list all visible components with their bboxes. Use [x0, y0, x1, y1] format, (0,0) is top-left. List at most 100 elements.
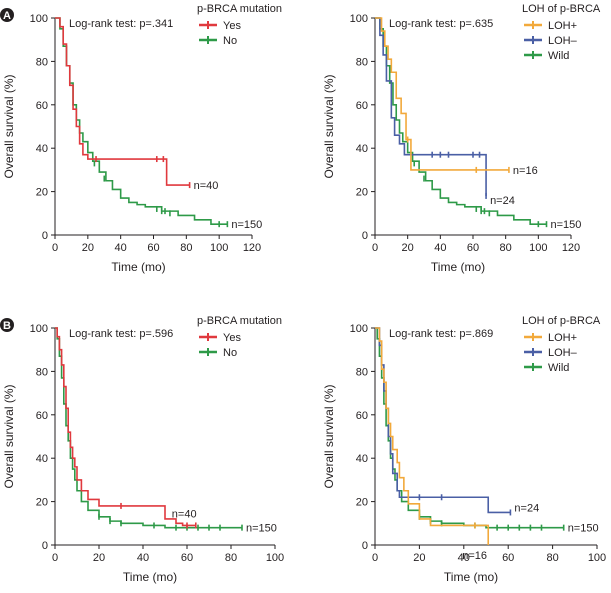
n-label: n=40 — [194, 180, 219, 192]
x-tick-label: 0 — [52, 552, 58, 564]
y-tick-label: 60 — [36, 100, 48, 112]
x-tick-label: 80 — [225, 552, 237, 564]
y-tick-label: 100 — [350, 323, 368, 335]
y-tick-label: 20 — [356, 187, 368, 199]
x-tick-label: 60 — [181, 552, 193, 564]
y-tick-label: 20 — [36, 497, 48, 509]
y-axis-label: Overall survival (%) — [322, 74, 336, 178]
legend-title: LOH of p-BRCA — [522, 315, 601, 327]
n-label: n=40 — [172, 508, 197, 520]
legend-label: No — [223, 347, 237, 359]
legend-label: Wild — [548, 50, 569, 62]
x-tick-label: 60 — [147, 242, 159, 254]
y-tick-label: 80 — [356, 366, 368, 378]
y-tick-label: 40 — [356, 453, 368, 465]
km-curve-green — [55, 17, 228, 225]
y-axis-label: Overall survival (%) — [2, 74, 16, 178]
x-tick-label: 40 — [434, 242, 446, 254]
y-tick-label: 80 — [36, 56, 48, 68]
y-tick-label: 40 — [36, 143, 48, 155]
x-tick-label: 80 — [500, 242, 512, 254]
km-curve-red — [55, 327, 196, 527]
log-rank-annotation: Log-rank test: p=.869 — [389, 328, 493, 340]
legend-label: LOH– — [548, 347, 578, 359]
n-label: n=150 — [246, 523, 277, 535]
y-tick-label: 60 — [356, 410, 368, 422]
y-tick-label: 0 — [42, 540, 48, 552]
y-tick-label: 40 — [356, 143, 368, 155]
legend-label: Yes — [223, 332, 241, 344]
legend-title: p-BRCA mutation — [197, 3, 282, 15]
y-axis-label: Overall survival (%) — [2, 384, 16, 488]
x-tick-label: 0 — [52, 242, 58, 254]
log-rank-annotation: Log-rank test: p=.596 — [69, 328, 173, 340]
x-tick-label: 100 — [529, 242, 547, 254]
x-tick-label: 20 — [402, 242, 414, 254]
x-tick-label: 40 — [137, 552, 149, 564]
x-tick-label: 0 — [372, 242, 378, 254]
y-tick-label: 0 — [42, 230, 48, 242]
legend-label: LOH+ — [548, 20, 577, 32]
x-tick-label: 20 — [93, 552, 105, 564]
y-tick-label: 80 — [356, 56, 368, 68]
log-rank-annotation: Log-rank test: p=.635 — [389, 18, 493, 30]
n-label: n=24 — [490, 195, 515, 207]
n-label: n=16 — [513, 165, 538, 177]
y-axis-label: Overall survival (%) — [322, 384, 336, 488]
x-tick-label: 20 — [82, 242, 94, 254]
x-tick-label: 120 — [562, 242, 580, 254]
n-label: n=150 — [231, 219, 262, 231]
log-rank-annotation: Log-rank test: p=.341 — [69, 18, 173, 30]
legend-title: LOH of p-BRCA — [522, 3, 601, 15]
y-tick-label: 20 — [36, 187, 48, 199]
legend-label: No — [223, 35, 237, 47]
km-panel-a-loh: 0 20 40 60 80 100 120 0 20 40 60 80 100 Time (mo) Over… — [322, 3, 601, 274]
km-curve-green — [375, 17, 547, 225]
x-tick-label: 20 — [413, 552, 425, 564]
x-tick-label: 40 — [458, 552, 470, 564]
row-badge-b-circle — [0, 318, 14, 332]
x-tick-label: 40 — [115, 242, 127, 254]
n-label: n=150 — [568, 523, 599, 535]
legend-title: p-BRCA mutation — [197, 315, 282, 327]
row-badge-a: A — [0, 8, 14, 22]
y-tick-label: 0 — [362, 230, 368, 242]
x-axis-label: Time (mo) — [111, 260, 165, 274]
x-axis-label: Time (mo) — [123, 570, 177, 584]
km-panel-b-mutation: 0 20 40 60 80 100 0 20 40 60 80 100 Time (mo) Overall… — [2, 315, 284, 584]
legend-label: LOH– — [548, 35, 578, 47]
row-badge-a-label: A — [3, 10, 11, 22]
km-panel-b-loh: 0 20 40 60 80 100 0 20 40 60 80 100 Time (mo) Overall… — [322, 315, 606, 584]
x-tick-label: 120 — [243, 242, 261, 254]
y-tick-label: 60 — [36, 410, 48, 422]
legend-label: Yes — [223, 20, 241, 32]
legend-label: LOH+ — [548, 332, 577, 344]
x-tick-label: 100 — [588, 552, 606, 564]
row-badge-b-label: B — [3, 320, 11, 332]
legend-label: Wild — [548, 362, 569, 374]
km-curve-green — [55, 327, 242, 529]
km-curve-blue — [375, 17, 487, 196]
y-tick-label: 100 — [350, 13, 368, 25]
row-badge-a-circle — [0, 8, 14, 22]
x-tick-label: 80 — [180, 242, 192, 254]
x-tick-label: 60 — [467, 242, 479, 254]
y-tick-label: 80 — [36, 366, 48, 378]
y-tick-label: 100 — [30, 323, 48, 335]
y-tick-label: 100 — [30, 13, 48, 25]
km-curve-orange — [375, 327, 490, 545]
x-axis-label: Time (mo) — [431, 260, 485, 274]
n-label: n=150 — [551, 219, 582, 231]
x-tick-label: 80 — [546, 552, 558, 564]
x-tick-label: 100 — [210, 242, 228, 254]
y-tick-label: 0 — [362, 540, 368, 552]
row-badge-b: B — [0, 318, 14, 332]
km-curve-orange — [375, 17, 509, 171]
km-curve-red — [55, 17, 190, 186]
y-tick-label: 40 — [36, 453, 48, 465]
x-tick-label: 100 — [266, 552, 284, 564]
x-axis-label: Time (mo) — [444, 570, 498, 584]
km-panel-a-mutation: 0 20 40 60 80 100 120 0 20 40 60 80 100 Time (mo) Over… — [2, 3, 282, 274]
n-label: n=24 — [514, 502, 539, 514]
